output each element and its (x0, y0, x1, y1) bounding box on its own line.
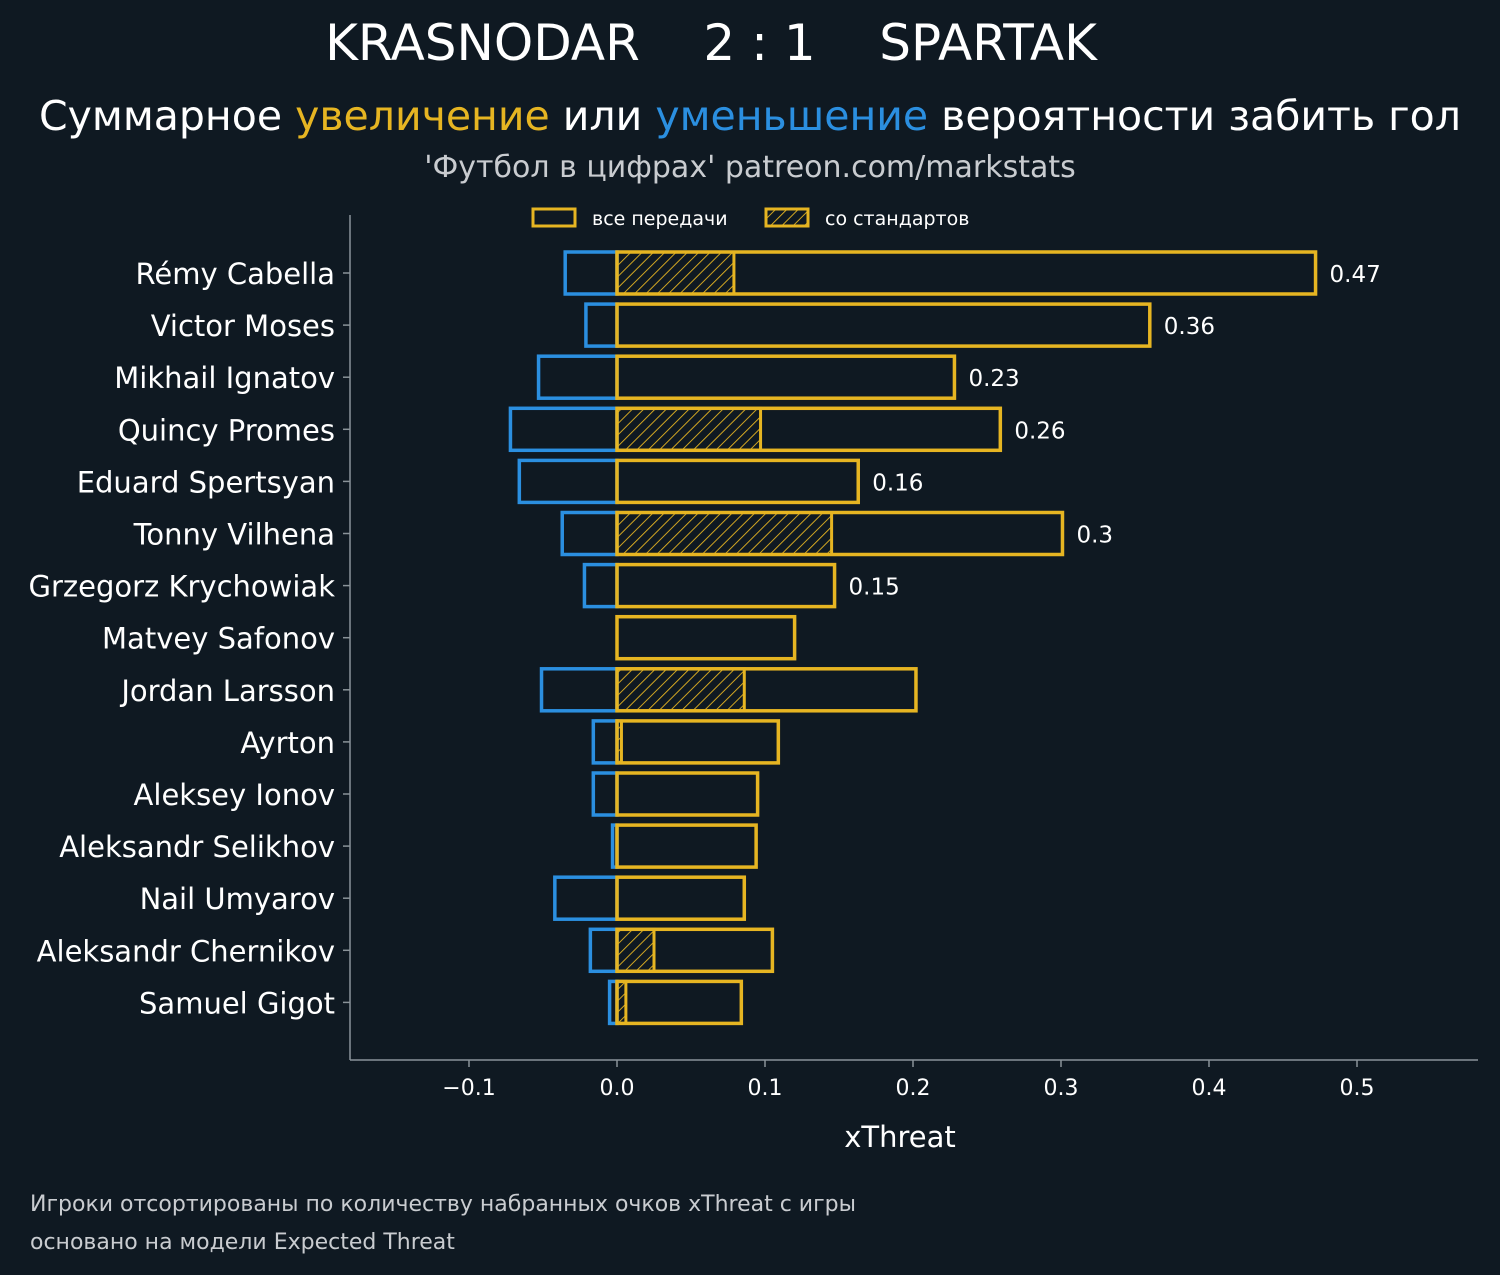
bar-set-pieces (615, 250, 736, 296)
legend: все передачи со стандартов (531, 207, 969, 230)
x-tick-label: 0.4 (1192, 1076, 1227, 1101)
bar-positive (615, 250, 1318, 296)
bar-positive (615, 614, 797, 661)
y-tick-label: Eduard Spertsyan (77, 465, 335, 499)
bar-negative (539, 667, 619, 713)
subtitle-increase-word: увеличение (295, 92, 550, 140)
bar-positive (615, 719, 781, 765)
footnote-line-2: основано на модели Expected Threat (30, 1230, 455, 1255)
bars (508, 250, 1318, 1026)
chart-title: KRASNODAR 2 : 1 SPARTAK (325, 14, 1097, 72)
bar-value-label: 0.15 (849, 575, 900, 601)
y-tick-label: Victor Moses (151, 309, 335, 343)
bar-positive (615, 979, 744, 1026)
y-tick-label: Jordan Larsson (119, 674, 335, 708)
legend-swatch-set-pieces (764, 207, 810, 228)
labels: Rémy Cabella 0.47 Victor Moses 0.36 Mikhail … (29, 257, 1381, 1020)
bar-negative (582, 562, 619, 609)
bar-value-label: 0.16 (872, 470, 923, 496)
bar-negative (584, 302, 619, 348)
subtitle-suffix: вероятности забить гол (928, 92, 1461, 140)
bar-positive (615, 302, 1152, 348)
bar-value-label: 0.26 (1014, 418, 1065, 444)
x-tick-label: −0.1 (442, 1076, 495, 1101)
bar-positive (615, 823, 758, 869)
bar-negative (517, 458, 619, 505)
bar-value-label: 0.36 (1164, 314, 1215, 340)
legend-swatch-all-passes (531, 207, 577, 228)
x-tick-label: 0.0 (600, 1076, 635, 1101)
bar-positive (615, 927, 775, 974)
bar-negative (591, 719, 619, 765)
bar-negative (591, 771, 619, 817)
bar-negative (560, 510, 619, 557)
chart-subtitle: Суммарное увеличение или уменьшение веро… (0, 92, 1500, 140)
bar-set-pieces (615, 667, 746, 713)
y-tick-label: Grzegorz Krychowiak (29, 570, 336, 604)
bar-negative (536, 354, 619, 400)
y-tick-label: Rémy Cabella (136, 257, 335, 291)
bar-negative (508, 406, 619, 453)
y-tick-label: Aleksandr Chernikov (37, 934, 335, 968)
footnote-line-1: Игроки отсортированы по количеству набра… (30, 1192, 856, 1217)
bar-positive (615, 562, 837, 609)
subtitle-prefix: Суммарное (39, 92, 296, 140)
subtitle-decrease-word: уменьшение (655, 92, 929, 140)
subtitle-middle: или (549, 92, 656, 140)
bar-positive (615, 510, 1065, 557)
y-tick-label: Ayrton (241, 726, 335, 760)
y-tick-label: Aleksey Ionov (134, 778, 335, 812)
bar-negative (588, 927, 619, 974)
axes: −0.1 0.0 0.1 0.2 0.3 0.4 0.5 xThreat (343, 215, 1478, 1154)
y-tick-label: Matvey Safonov (102, 622, 335, 656)
y-tick-label: Tonny Vilhena (133, 518, 335, 552)
bar-set-pieces (615, 511, 834, 556)
bar-negative (553, 875, 619, 921)
bar-positive (615, 406, 1003, 453)
y-tick-label: Aleksandr Selikhov (59, 830, 335, 864)
source-credit: 'Футбол в цифрах' patreon.com/markstats (424, 150, 1076, 185)
y-tick-label: Mikhail Ignatov (114, 361, 335, 395)
x-axis-label: xThreat (844, 1120, 956, 1154)
bar-value-label: 0.23 (968, 366, 1019, 392)
y-tick-label: Nail Umyarov (140, 882, 335, 916)
bar-positive (615, 667, 918, 713)
footnote: Игроки отсортированы по количеству набра… (30, 1186, 856, 1262)
x-tick-label: 0.5 (1340, 1076, 1375, 1101)
bar-value-label: 0.3 (1076, 523, 1113, 549)
bar-positive (615, 458, 860, 505)
legend-label-set-pieces: со стандартов (825, 208, 969, 230)
legend-label-all-passes: все передачи (592, 208, 728, 230)
bar-negative (563, 250, 619, 296)
bar-set-pieces (615, 927, 656, 973)
bar-value-label: 0.47 (1330, 262, 1381, 288)
bar-positive (615, 875, 747, 921)
x-tick-label: 0.2 (896, 1076, 931, 1101)
x-tick-label: 0.1 (748, 1076, 783, 1101)
y-tick-label: Samuel Gigot (139, 986, 335, 1020)
y-tick-label: Quincy Promes (118, 413, 335, 447)
bar-set-pieces (615, 406, 763, 452)
bar-positive (615, 354, 957, 400)
x-tick-label: 0.3 (1044, 1076, 1079, 1101)
bar-positive (615, 771, 760, 817)
